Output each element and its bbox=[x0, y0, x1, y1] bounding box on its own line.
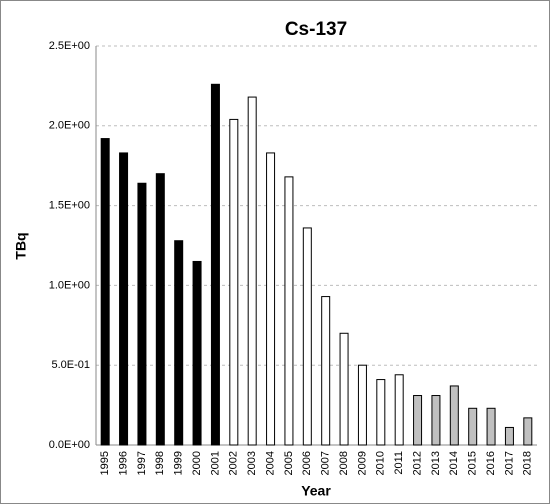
bar bbox=[486, 407, 496, 446]
x-tick-label: 2001 bbox=[209, 451, 221, 475]
x-tick-label: 2004 bbox=[264, 451, 276, 475]
x-tick-label: 2007 bbox=[320, 451, 332, 475]
bar bbox=[119, 152, 129, 446]
x-tick-label: 2011 bbox=[393, 451, 405, 475]
x-tick-label: 1995 bbox=[99, 451, 111, 475]
bar bbox=[394, 374, 404, 446]
y-tick-label: 0.0E+00 bbox=[49, 439, 90, 451]
bar bbox=[413, 395, 423, 446]
bar bbox=[229, 118, 239, 446]
x-tick-label: 2003 bbox=[246, 451, 258, 475]
x-tick-label: 2014 bbox=[448, 451, 460, 475]
x-axis-label: Year bbox=[301, 483, 331, 499]
bar bbox=[137, 182, 147, 446]
x-tick-label: 2016 bbox=[485, 451, 497, 475]
x-tick-label: 1999 bbox=[173, 451, 185, 475]
bar bbox=[210, 83, 220, 446]
y-tick-label: 2.5E+00 bbox=[49, 40, 90, 52]
x-tick-label: 1996 bbox=[117, 451, 129, 475]
y-axis-label: TBq bbox=[13, 232, 29, 259]
y-tick-label: 1.5E+00 bbox=[49, 200, 90, 212]
bar bbox=[192, 260, 202, 446]
x-tick-label: 1998 bbox=[154, 451, 166, 475]
bar bbox=[247, 96, 257, 446]
y-tick-label: 1.0E+00 bbox=[49, 279, 90, 291]
bar bbox=[174, 240, 184, 446]
bar bbox=[155, 173, 165, 446]
x-tick-label: 2015 bbox=[467, 451, 479, 475]
bar bbox=[357, 364, 367, 446]
y-tick-label: 5.0E-01 bbox=[51, 359, 90, 371]
bar bbox=[468, 407, 478, 446]
x-tick-label: 2009 bbox=[356, 451, 368, 475]
chart-title: Cs-137 bbox=[285, 19, 347, 40]
x-tick-label: 2000 bbox=[191, 451, 203, 475]
bar bbox=[431, 395, 441, 446]
bar bbox=[321, 296, 331, 446]
x-tick-label: 2017 bbox=[503, 451, 515, 475]
bar bbox=[302, 227, 312, 446]
bar bbox=[100, 138, 110, 446]
x-tick-label: 1997 bbox=[136, 451, 148, 475]
bar bbox=[284, 176, 294, 446]
bar bbox=[504, 426, 514, 446]
x-tick-label: 2018 bbox=[522, 451, 534, 475]
x-tick-label: 2006 bbox=[301, 451, 313, 475]
bar bbox=[523, 417, 533, 446]
x-tick-label: 2002 bbox=[228, 451, 240, 475]
bar bbox=[449, 385, 459, 446]
bar bbox=[339, 332, 349, 446]
x-tick-label: 2005 bbox=[283, 451, 295, 475]
x-tick-label: 2012 bbox=[411, 451, 423, 475]
x-tick-label: 2010 bbox=[375, 451, 387, 475]
bar bbox=[266, 152, 276, 446]
bar bbox=[376, 379, 386, 446]
y-tick-label: 2.0E+00 bbox=[49, 120, 90, 132]
x-tick-label: 2008 bbox=[338, 451, 350, 475]
x-tick-label: 2013 bbox=[430, 451, 442, 475]
